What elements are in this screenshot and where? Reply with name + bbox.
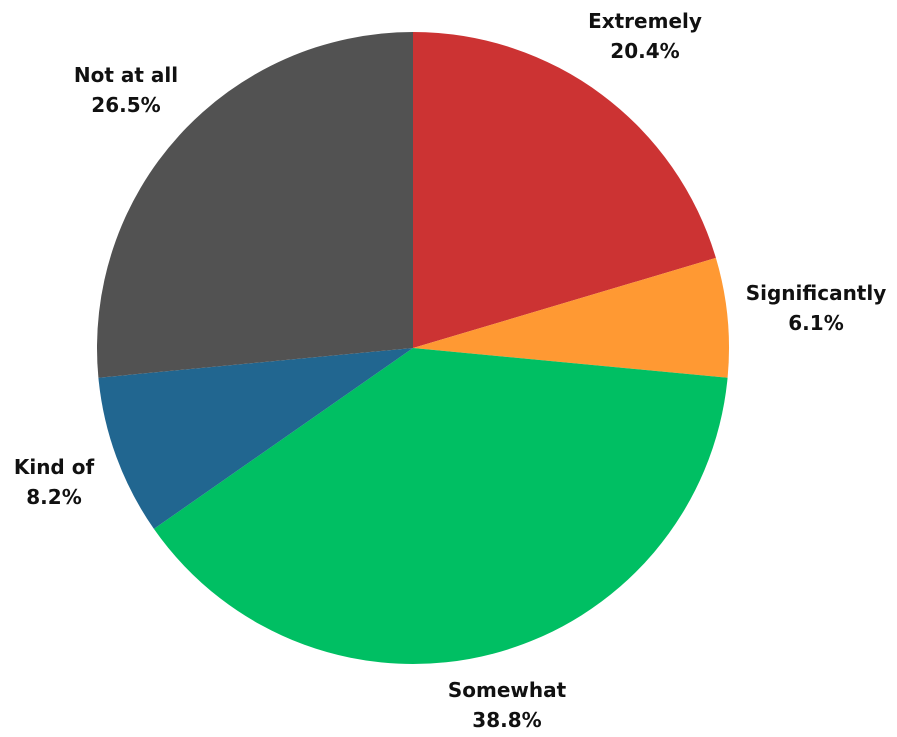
slice-label-kind-of: Kind of 8.2% (14, 455, 95, 509)
slice-name-kind-of: Kind of (14, 455, 95, 479)
slices-layer (96, 32, 730, 664)
slice-label-not-at-all: Not at all 26.5% (74, 63, 178, 117)
labels-layer: Extremely 20.4% Significantly 6.1% Somewhat 3… (14, 9, 886, 732)
pie-slice-somewhat (153, 348, 728, 664)
slice-label-extremely: Extremely 20.4% (588, 9, 702, 63)
pie-slice-not-at-all (96, 32, 414, 378)
slice-label-somewhat: Somewhat 38.8% (448, 678, 567, 732)
slice-percent-significantly: 6.1% (788, 311, 843, 335)
slice-percent-kind-of: 8.2% (26, 485, 81, 509)
slice-label-significantly: Significantly 6.1% (746, 281, 887, 335)
pie-slice-significantly (413, 257, 730, 378)
slice-name-somewhat: Somewhat (448, 678, 567, 702)
slice-percent-somewhat: 38.8% (472, 708, 541, 732)
pie-slice-kind-of (98, 348, 414, 529)
slice-name-not-at-all: Not at all (74, 63, 178, 87)
slice-name-significantly: Significantly (746, 281, 887, 305)
slice-percent-extremely: 20.4% (610, 39, 679, 63)
pie-slice-extremely (413, 32, 716, 348)
slice-percent-not-at-all: 26.5% (91, 93, 160, 117)
slice-name-extremely: Extremely (588, 9, 702, 33)
